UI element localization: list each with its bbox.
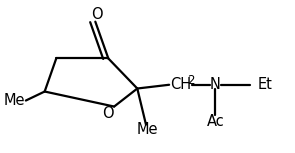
Text: O: O bbox=[103, 106, 114, 121]
Text: CH: CH bbox=[171, 77, 192, 92]
Text: Me: Me bbox=[4, 93, 25, 108]
Text: 2: 2 bbox=[187, 74, 195, 87]
Text: N: N bbox=[210, 77, 221, 92]
Text: Me: Me bbox=[137, 122, 158, 137]
Text: O: O bbox=[91, 7, 103, 22]
Text: Et: Et bbox=[258, 77, 272, 92]
Text: Ac: Ac bbox=[206, 114, 224, 129]
